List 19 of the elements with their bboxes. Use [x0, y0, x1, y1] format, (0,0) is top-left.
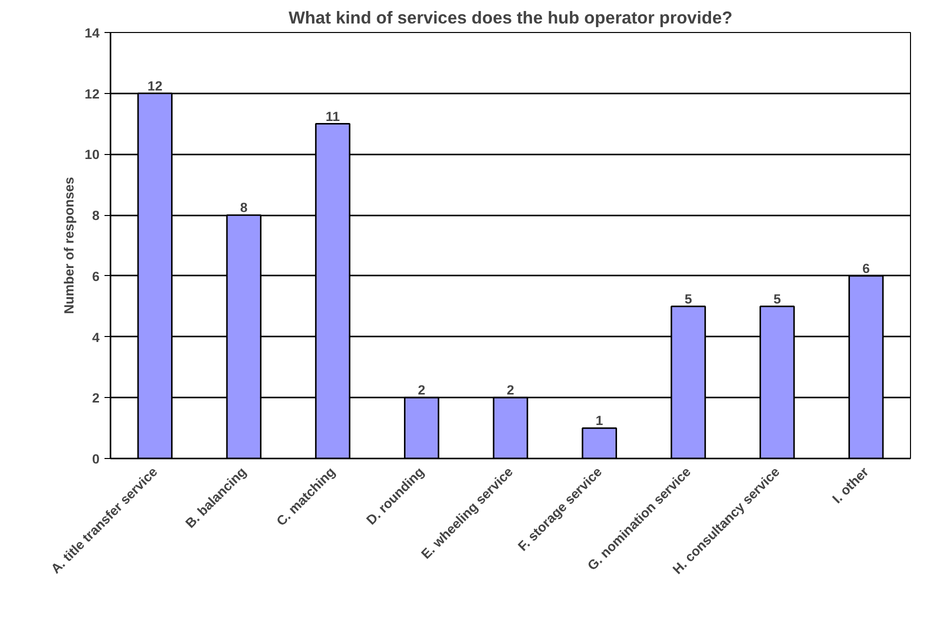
y-tick-label: 12 [84, 86, 100, 102]
data-label: 11 [326, 108, 340, 124]
data-label: 5 [773, 291, 782, 306]
data-label: 8 [240, 200, 248, 216]
y-tick-label: 8 [92, 208, 100, 224]
y-tick-label: 4 [92, 330, 100, 345]
data-label: 5 [684, 291, 693, 306]
data-label: 1 [596, 413, 604, 428]
chart-title: What kind of services does the hub operator provide? [288, 8, 732, 28]
data-label: 2 [506, 382, 514, 398]
y-axis-title: Number of responses [62, 176, 77, 314]
y-tick-label: 2 [92, 390, 100, 406]
y-tick-label: 6 [92, 268, 100, 284]
data-label: 2 [418, 382, 426, 398]
y-tick-label: 10 [84, 147, 100, 162]
data-label: 6 [862, 260, 870, 276]
y-tick-label: 0 [92, 452, 100, 466]
data-label: 12 [148, 78, 162, 94]
y-tick-label: 14 [84, 26, 100, 40]
